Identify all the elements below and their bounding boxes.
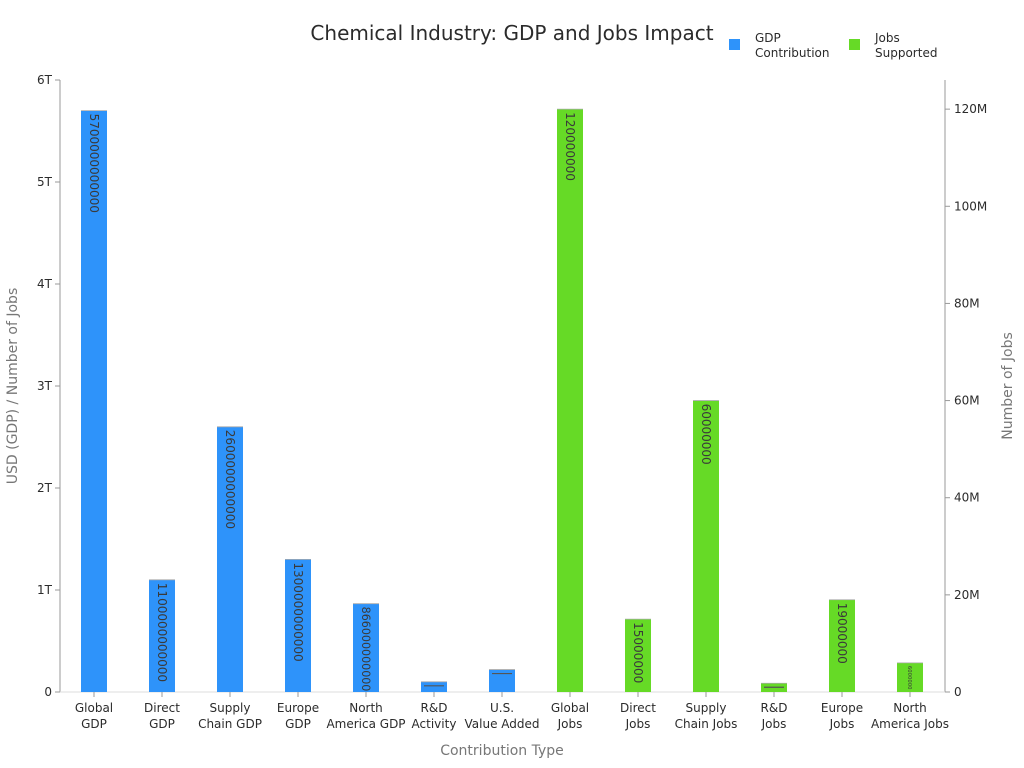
bar-value-label: 120000000	[563, 112, 577, 181]
x-category-label: North America Jobs	[871, 701, 949, 731]
jobs-bar[interactable]	[693, 400, 719, 692]
y-right-tick-label: 120M	[954, 102, 987, 116]
bar-value-label: 866000000000	[359, 607, 372, 692]
gdp-bar[interactable]	[421, 681, 447, 692]
jobs-bar[interactable]	[557, 109, 583, 692]
y-right-tick-label: 20M	[954, 588, 980, 602]
x-category-label: Direct GDP	[144, 701, 180, 731]
bar-value-label: 1100000000000	[155, 583, 169, 682]
bar-value-label: 60000000	[699, 404, 713, 465]
y-left-tick-label: 5T	[37, 175, 53, 189]
y-axis-left-ticks: 0 1T 2T 3T 4T 5T 6T	[37, 73, 60, 699]
y-axis-right-ticks: 0 20M 40M 60M 80M 100M 120M	[945, 102, 987, 699]
bar-value-label: 5700000000000	[87, 114, 101, 213]
gdp-bar[interactable]	[489, 669, 515, 692]
y-axis-right-title: Number of Jobs	[1000, 332, 1016, 440]
y-left-tick-label: 2T	[37, 481, 53, 495]
x-category-label: U.S. Value Added	[465, 701, 540, 731]
bar-labels: 5700000000000 1100000000000 2600000000000 1…	[87, 112, 912, 691]
x-axis-categories: Global GDP Direct GDP Supply Chain GDP Europe G…	[75, 692, 949, 731]
x-category-label: Direct Jobs	[620, 701, 656, 731]
x-category-label: North America GDP	[326, 701, 405, 731]
x-category-label: R&D Jobs	[761, 701, 788, 731]
gdp-bar[interactable]	[285, 559, 311, 692]
x-category-label: R&D Activity	[412, 701, 457, 731]
y-right-tick-label: 60M	[954, 394, 980, 408]
y-left-tick-label: 3T	[37, 379, 53, 393]
y-right-tick-label: 0	[954, 685, 962, 699]
y-left-tick-label: 4T	[37, 277, 53, 291]
gdp-bar[interactable]	[81, 110, 107, 693]
jobs-bar[interactable]	[897, 662, 923, 692]
gdp-bar[interactable]	[353, 603, 379, 692]
bar-value-label: 15000000	[631, 622, 645, 683]
bar-value-label: 2600000000000	[223, 430, 237, 529]
y-axis-left-title: USD (GDP) / Number of Jobs	[5, 288, 21, 485]
x-category-label: Europe GDP	[277, 701, 319, 731]
y-right-tick-label: 80M	[954, 296, 980, 310]
gdp-bar[interactable]	[217, 426, 243, 692]
jobs-bar[interactable]	[829, 599, 855, 692]
chart-title: Chemical Industry: GDP and Jobs Impact	[310, 21, 713, 45]
legend-swatch-jobs	[849, 39, 860, 50]
y-left-tick-label: 1T	[37, 583, 53, 597]
x-category-label: Global Jobs	[551, 701, 589, 731]
bar-value-label: 19000000	[835, 603, 849, 664]
bar-value-label: 1300000000000	[291, 562, 305, 661]
jobs-bar[interactable]	[625, 619, 651, 692]
gdp-bar[interactable]	[149, 579, 175, 692]
legend-label-gdp-line1: GDP	[755, 31, 781, 45]
x-category-label: Supply Chain GDP	[198, 701, 262, 731]
y-left-tick-label: 6T	[37, 73, 53, 87]
y-right-tick-label: 100M	[954, 199, 987, 213]
y-left-tick-label: 0	[44, 685, 52, 699]
y-right-tick-label: 40M	[954, 491, 980, 505]
legend-label-gdp-line2: Contribution	[755, 46, 830, 60]
x-category-label: Supply Chain Jobs	[675, 701, 738, 731]
legend-label-jobs-line1: Jobs	[874, 31, 900, 45]
bars	[81, 108, 923, 693]
x-category-label: Europe Jobs	[821, 701, 863, 731]
x-category-label: Global GDP	[75, 701, 113, 731]
x-axis-title: Contribution Type	[440, 743, 564, 759]
legend-label-jobs-line2: Supported	[875, 46, 937, 60]
bar-value-label: 6000000	[906, 666, 912, 690]
legend-swatch-gdp	[729, 39, 740, 50]
legend: GDP Contribution Jobs Supported	[729, 31, 937, 60]
